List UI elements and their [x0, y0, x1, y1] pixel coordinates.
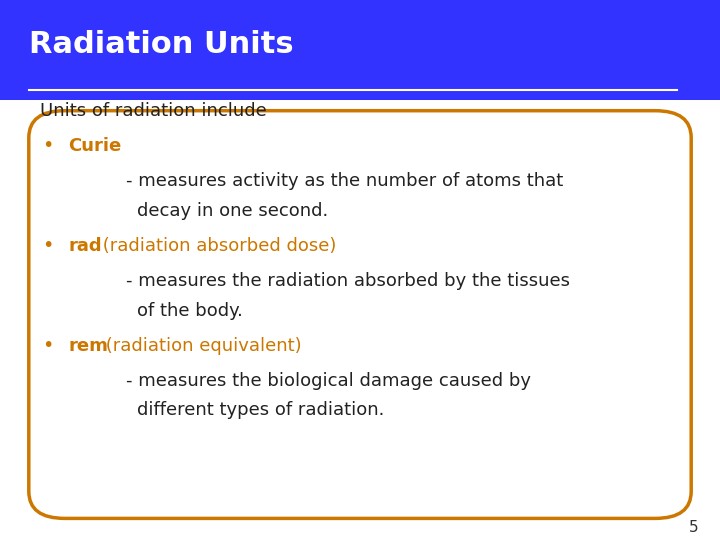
Text: different types of radiation.: different types of radiation. [137, 401, 384, 420]
Text: Radiation Units: Radiation Units [29, 30, 294, 59]
Text: rad: rad [68, 237, 102, 255]
Text: Curie: Curie [68, 137, 122, 155]
Text: (radiation equivalent): (radiation equivalent) [100, 336, 302, 355]
Text: •: • [42, 336, 53, 355]
Text: - measures activity as the number of atoms that: - measures activity as the number of ato… [126, 172, 563, 190]
Text: of the body.: of the body. [137, 301, 243, 320]
Text: decay in one second.: decay in one second. [137, 201, 328, 220]
FancyBboxPatch shape [29, 111, 691, 518]
Text: •: • [42, 136, 53, 156]
Text: rem: rem [68, 336, 108, 355]
Text: Units of radiation include: Units of radiation include [40, 102, 266, 120]
FancyBboxPatch shape [0, 0, 720, 100]
Text: •: • [42, 236, 53, 255]
Text: (radiation absorbed dose): (radiation absorbed dose) [97, 237, 336, 255]
Text: - measures the biological damage caused by: - measures the biological damage caused … [126, 372, 531, 390]
Text: - measures the radiation absorbed by the tissues: - measures the radiation absorbed by the… [126, 272, 570, 290]
Text: 5: 5 [689, 519, 698, 535]
